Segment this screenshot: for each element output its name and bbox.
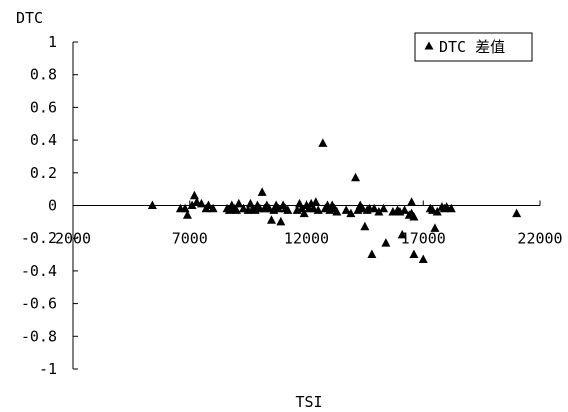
legend: DTC 差值 xyxy=(415,33,532,61)
y-tick-label: 0.2 xyxy=(30,164,57,182)
y-tick-label: 0.8 xyxy=(30,66,57,84)
data-point xyxy=(419,254,428,262)
y-tick-label: -1 xyxy=(39,360,57,378)
data-point xyxy=(367,250,376,258)
data-point xyxy=(234,199,243,208)
x-axis-title: TSI xyxy=(295,393,322,411)
data-point xyxy=(318,138,327,147)
x-tick-label: 7000 xyxy=(172,230,208,248)
data-point xyxy=(148,201,157,210)
y-tick-label: 0.4 xyxy=(30,131,57,149)
data-point xyxy=(512,209,521,218)
y-tick-label: -0.4 xyxy=(21,262,57,280)
data-point xyxy=(430,223,439,232)
y-tick-label: -0.6 xyxy=(21,295,57,313)
y-tick-label: 0 xyxy=(48,197,57,215)
data-point xyxy=(400,205,409,214)
y-tick-label: -0.2 xyxy=(21,229,57,247)
data-point xyxy=(311,197,320,206)
y-tick-label: 1 xyxy=(48,33,57,51)
x-tick-label: 12000 xyxy=(284,230,329,248)
data-point xyxy=(407,197,416,206)
y-ticks: 1 0.8 0.6 0.4 0.2 0 -0.2 -0.4 -0.6 -0.8 -1 xyxy=(21,33,78,378)
y-tick-label: 0.6 xyxy=(30,98,57,116)
x-tick-label: 22000 xyxy=(517,230,562,248)
data-point xyxy=(258,187,267,196)
data-point xyxy=(267,215,276,224)
y-tick-label: -0.8 xyxy=(21,327,57,345)
legend-label: DTC 差值 xyxy=(439,38,505,56)
x-tick-label: 17000 xyxy=(401,230,446,248)
y-axis-title: DTC xyxy=(16,9,43,27)
data-point xyxy=(381,238,390,247)
data-point xyxy=(360,222,369,231)
x-tick-label: 2000 xyxy=(55,230,91,248)
data-point xyxy=(409,250,418,258)
data-point xyxy=(190,191,199,200)
data-point xyxy=(276,217,285,226)
data-point xyxy=(351,173,360,182)
